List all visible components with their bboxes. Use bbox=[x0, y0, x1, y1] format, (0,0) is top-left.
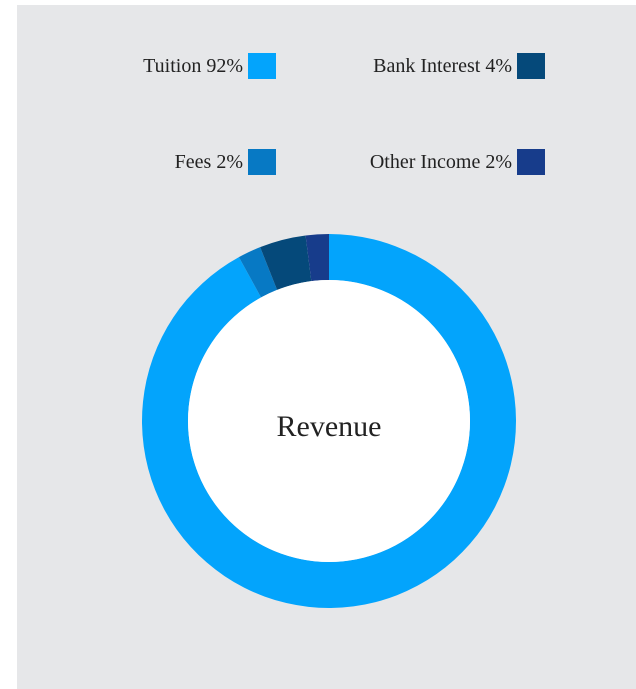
legend-label: Tuition 92% bbox=[143, 55, 243, 77]
donut-slice bbox=[305, 234, 329, 282]
legend-label: Bank Interest 4% bbox=[373, 55, 512, 77]
legend-name: Other Income bbox=[370, 151, 481, 173]
legend-name: Fees bbox=[175, 151, 212, 173]
legend-name: Tuition bbox=[143, 55, 201, 77]
legend-value: 4% bbox=[485, 55, 512, 77]
donut-slice bbox=[238, 247, 278, 298]
center-label: Revenue bbox=[277, 410, 382, 443]
legend-label: Fees 2% bbox=[175, 151, 243, 173]
donut-hole bbox=[188, 280, 470, 562]
legend-label: Other Income 2% bbox=[370, 151, 512, 173]
legend-swatch bbox=[517, 149, 545, 175]
legend-swatch bbox=[248, 53, 276, 79]
legend-swatch bbox=[517, 53, 545, 79]
legend-value: 2% bbox=[216, 151, 243, 173]
donut-slice bbox=[260, 235, 312, 290]
legend-value: 92% bbox=[206, 55, 243, 77]
legend-name: Bank Interest bbox=[373, 55, 481, 77]
legend-swatch bbox=[248, 149, 276, 175]
legend-value: 2% bbox=[485, 151, 512, 173]
